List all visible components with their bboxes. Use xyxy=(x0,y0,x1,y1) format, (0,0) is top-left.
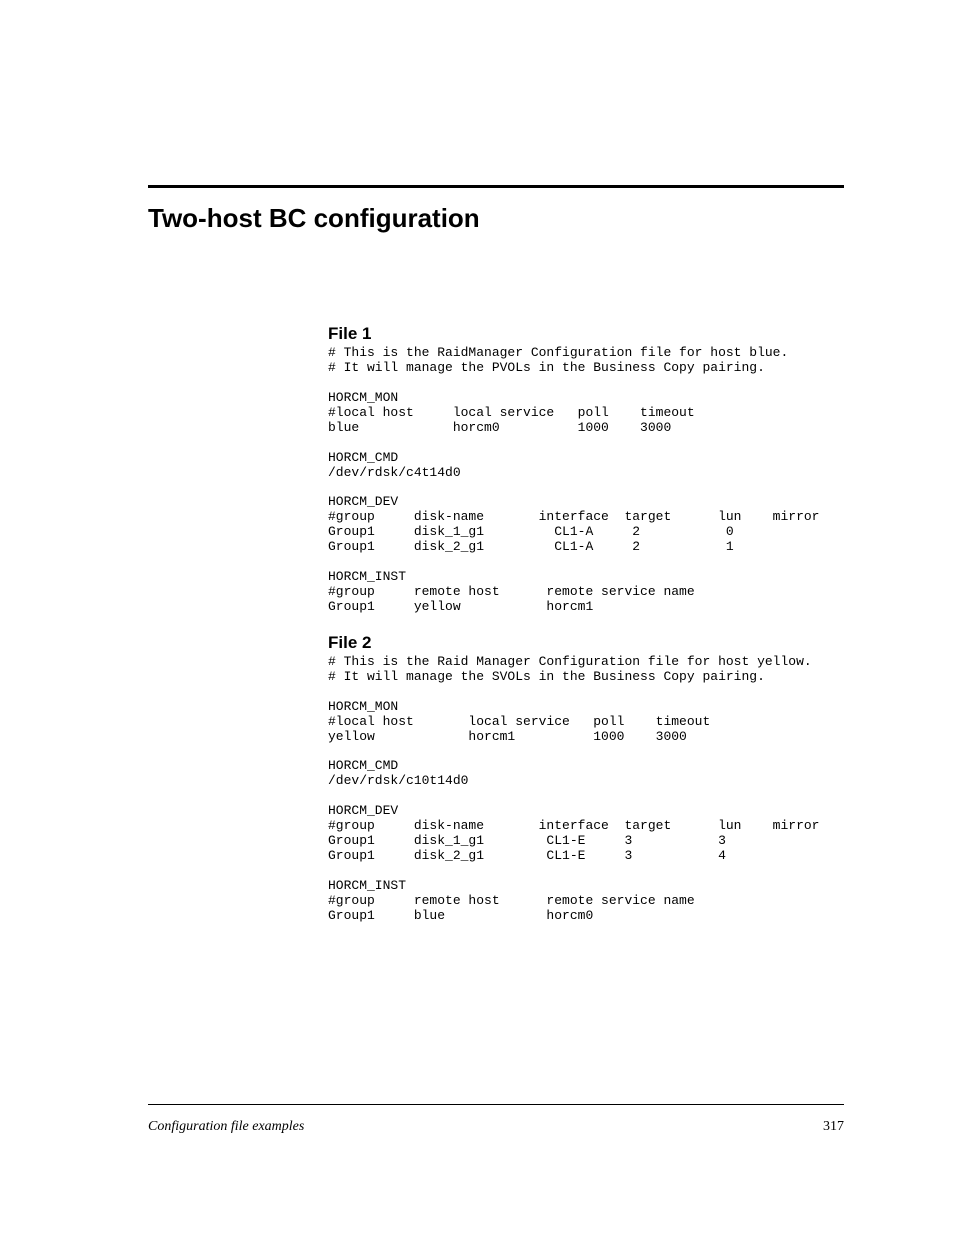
top-rule xyxy=(148,185,844,188)
bottom-rule xyxy=(148,1104,844,1105)
footer-left: Configuration file examples xyxy=(148,1119,304,1135)
content-area: File 1 # This is the RaidManager Configu… xyxy=(328,324,844,924)
section-title: Two-host BC configuration xyxy=(148,203,844,234)
file2-heading: File 2 xyxy=(328,633,844,653)
file2-config-text: # This is the Raid Manager Configuration… xyxy=(328,655,844,924)
file1-config-text: # This is the RaidManager Configuration … xyxy=(328,346,844,615)
footer: Configuration file examples 317 xyxy=(148,1119,844,1135)
page: Two-host BC configuration File 1 # This … xyxy=(0,0,954,1235)
page-number: 317 xyxy=(823,1119,844,1135)
file1-heading: File 1 xyxy=(328,324,844,344)
